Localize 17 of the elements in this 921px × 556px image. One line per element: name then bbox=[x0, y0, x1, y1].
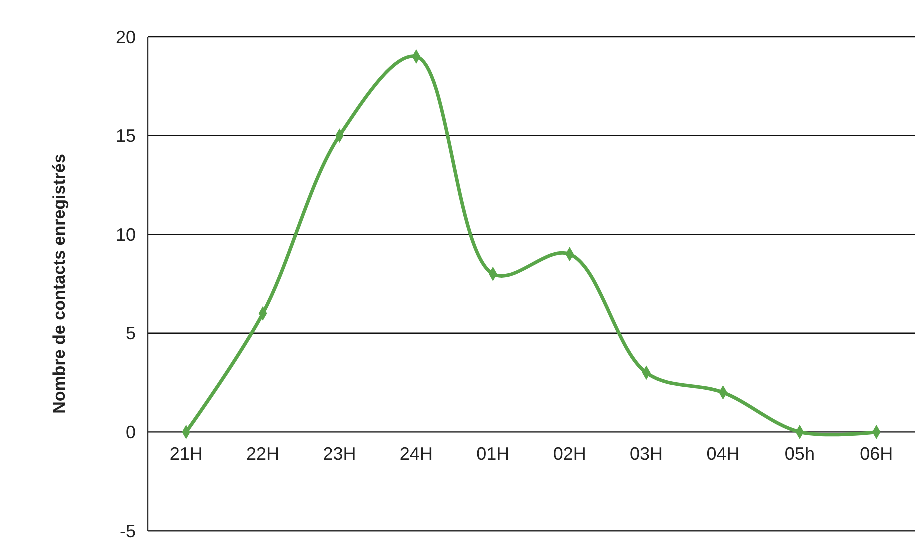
y-tick-label: 0 bbox=[126, 422, 136, 442]
x-tick-label: 06H bbox=[860, 444, 894, 464]
y-tick-label: -5 bbox=[120, 521, 136, 542]
y-tick-label: 20 bbox=[116, 27, 136, 48]
x-tick-label: 05h bbox=[784, 444, 815, 464]
x-tick-label: 02H bbox=[553, 444, 586, 464]
x-tick-label: 01H bbox=[476, 444, 510, 464]
x-tick-label: 24H bbox=[400, 444, 433, 464]
x-tick-label: 22H bbox=[246, 444, 280, 464]
x-tick-label: 04H bbox=[706, 444, 740, 464]
y-tick-label: 15 bbox=[116, 126, 136, 146]
y-tick-label: 10 bbox=[116, 224, 136, 245]
x-tick-label: 23H bbox=[323, 444, 356, 464]
x-tick-label: 21H bbox=[170, 444, 203, 464]
y-axis-title: Nombre de contacts enregistrés bbox=[50, 154, 69, 414]
x-tick-label: 03H bbox=[630, 444, 664, 464]
y-tick-label: 5 bbox=[126, 324, 136, 344]
